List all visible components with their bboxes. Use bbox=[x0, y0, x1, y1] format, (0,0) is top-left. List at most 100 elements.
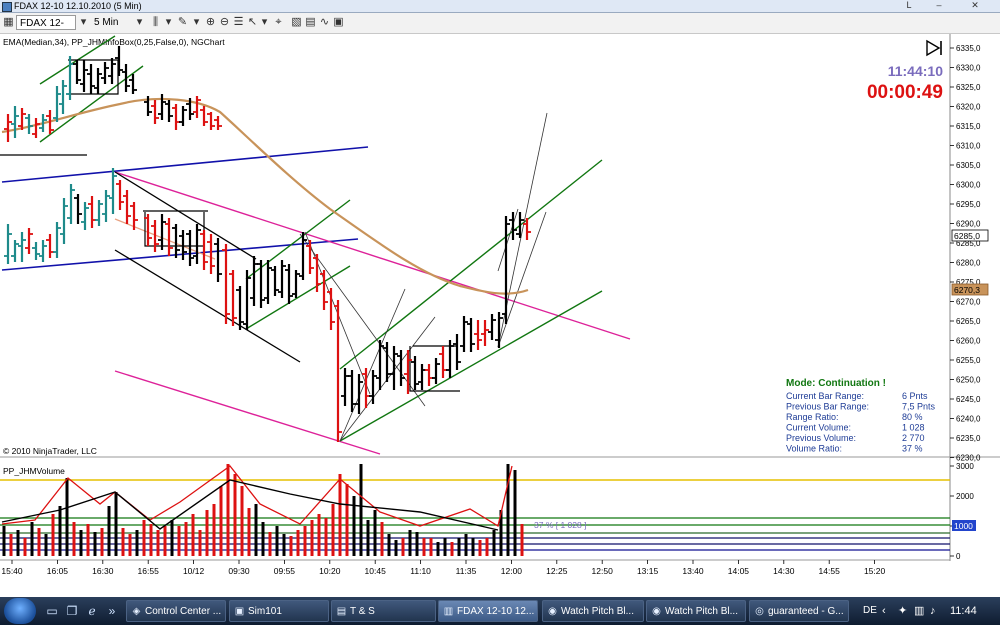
price-bar bbox=[39, 114, 47, 132]
range-box[interactable] bbox=[144, 212, 205, 247]
blue-channel-upper[interactable] bbox=[1, 146, 369, 183]
fan-line[interactable] bbox=[497, 211, 547, 348]
blue-channel-lower[interactable] bbox=[1, 238, 359, 271]
chevron-right-icon[interactable]: » bbox=[108, 604, 116, 618]
fan-line[interactable] bbox=[339, 288, 406, 442]
instrument-selector[interactable]: FDAX 12-10 bbox=[16, 15, 76, 44]
crosshair-icon[interactable]: ⌖ bbox=[275, 16, 282, 28]
fan-line[interactable] bbox=[497, 208, 519, 272]
watch-pitch-task[interactable]: ◉ Watch Pitch Bl... bbox=[646, 600, 746, 622]
interval-selector[interactable]: 5 Min bbox=[94, 17, 119, 28]
green-channel-b-upper[interactable] bbox=[245, 199, 351, 280]
info-box: Mode: Continuation ! Current Bar Range: 6… bbox=[786, 378, 936, 454]
network-icon[interactable]: ▥ bbox=[914, 605, 925, 617]
task-label: Control Center ... bbox=[145, 606, 222, 617]
price-tick: 6230,0 bbox=[956, 454, 981, 463]
chevron-down-icon[interactable]: ▾ bbox=[136, 16, 143, 28]
window-switch-icon[interactable]: ❐ bbox=[66, 604, 78, 618]
chevron-down-icon[interactable]: ▾ bbox=[261, 16, 268, 28]
green-channel-c-lower[interactable] bbox=[339, 290, 603, 442]
price-tick: 6330,0 bbox=[956, 64, 981, 73]
chevron-down-icon[interactable]: ▾ bbox=[193, 16, 200, 28]
cursor-icon[interactable]: ↖ bbox=[247, 16, 258, 28]
language-indicator[interactable]: DE bbox=[863, 605, 877, 616]
minimize-button[interactable]: – bbox=[936, 0, 942, 10]
price-bar bbox=[306, 240, 314, 274]
price-bar bbox=[11, 106, 19, 138]
price-tick: 6300,0 bbox=[956, 181, 981, 190]
tray-icon[interactable]: ✦ bbox=[898, 605, 908, 617]
price-bar bbox=[200, 230, 208, 270]
time-axis: 15:40 16:05 16:30 16:55 10/12 09:30 09:55 10:20… bbox=[1, 560, 886, 576]
indicator-label: EMA(Median,34), PP_JHMInfoBox(0,25,False… bbox=[3, 37, 225, 47]
draw-pen-icon[interactable]: ✎ bbox=[177, 16, 188, 28]
data-box-icon[interactable]: ▤ bbox=[305, 16, 316, 28]
chevron-down-icon[interactable]: ▾ bbox=[80, 16, 87, 28]
svg-text:1000: 1000 bbox=[954, 521, 973, 531]
volume-bar bbox=[100, 528, 104, 556]
task-label: FDAX 12-10 12... bbox=[457, 606, 535, 617]
time-tick: 16:05 bbox=[47, 566, 69, 576]
volume-bar bbox=[471, 538, 475, 556]
time-tick: 14:30 bbox=[773, 566, 795, 576]
price-bar bbox=[53, 86, 61, 122]
range-box[interactable] bbox=[68, 59, 119, 95]
salmon-line[interactable] bbox=[114, 218, 216, 260]
indicator-icon[interactable]: ∿ bbox=[319, 16, 330, 28]
volume-bar bbox=[198, 530, 202, 556]
fdax-chart-task[interactable]: ▥ FDAX 12-10 12... bbox=[438, 600, 538, 622]
browser-icon[interactable]: ℯ bbox=[88, 604, 96, 618]
price-bar bbox=[446, 340, 454, 378]
control-center-task[interactable]: ◈ Control Center ... bbox=[126, 600, 226, 622]
volume-bar bbox=[422, 538, 426, 556]
volume-bar bbox=[72, 522, 76, 556]
black-trendline-lower[interactable] bbox=[114, 249, 301, 363]
browser-task[interactable]: ◎ guaranteed - G... bbox=[749, 600, 849, 622]
volume-bar bbox=[149, 524, 153, 556]
price-tick: 6310,0 bbox=[956, 142, 981, 151]
price-tick: 6280,0 bbox=[956, 259, 981, 268]
volume-bar bbox=[401, 538, 405, 556]
volume-bar bbox=[30, 522, 34, 556]
volume-icon[interactable]: ♪ bbox=[930, 605, 936, 617]
volume-bar bbox=[163, 526, 167, 556]
green-channel-c-upper[interactable] bbox=[339, 159, 603, 370]
play-icon[interactable] bbox=[926, 39, 942, 57]
task-label: T & S bbox=[350, 606, 375, 617]
watch-pitch-task[interactable]: ◉ Watch Pitch Bl... bbox=[542, 600, 644, 622]
close-button[interactable]: ✕ bbox=[971, 0, 979, 10]
price-bar bbox=[158, 214, 166, 250]
volume-bar bbox=[282, 534, 286, 556]
time-and-sales-task[interactable]: ▤ T & S bbox=[331, 600, 436, 622]
price-bar bbox=[179, 106, 187, 126]
bar-style-icon[interactable]: ⫼ bbox=[152, 16, 159, 28]
zoom-out-icon[interactable]: ⊖ bbox=[219, 16, 230, 28]
chart-canvas[interactable]: EMA(Median,34), PP_JHMInfoBox(0,25,False… bbox=[0, 34, 1000, 597]
zoom-in-icon[interactable]: ⊕ bbox=[205, 16, 216, 28]
chevron-down-icon[interactable]: ▾ bbox=[165, 16, 172, 28]
price-bar bbox=[523, 218, 531, 240]
time-tick: 15:20 bbox=[864, 566, 886, 576]
start-button[interactable] bbox=[4, 598, 36, 624]
price-bar bbox=[129, 74, 137, 94]
price-bar bbox=[144, 214, 152, 246]
magenta-parallel[interactable] bbox=[114, 370, 381, 455]
task-label: Watch Pitch Bl... bbox=[665, 606, 738, 617]
black-trendline-upper[interactable] bbox=[114, 171, 257, 260]
price-tick: 6305,0 bbox=[956, 161, 981, 170]
taskbar-clock[interactable]: 11:44 bbox=[950, 605, 977, 617]
properties-icon[interactable]: ☰ bbox=[233, 16, 244, 28]
green-channel-b-lower[interactable] bbox=[245, 265, 351, 330]
chart-area[interactable]: EMA(Median,34), PP_JHMInfoBox(0,25,False… bbox=[0, 34, 1000, 597]
show-desktop-icon[interactable]: ▭ bbox=[46, 604, 58, 618]
window-l-button[interactable]: L bbox=[906, 0, 912, 10]
drawing-objects[interactable] bbox=[0, 35, 631, 455]
magenta-trendline[interactable] bbox=[114, 171, 631, 340]
tray-chevron-icon[interactable]: ‹ bbox=[882, 605, 886, 617]
price-axis bbox=[950, 34, 1000, 564]
print-icon[interactable]: ▣ bbox=[333, 16, 344, 28]
volume-bar bbox=[65, 478, 69, 556]
price-bar bbox=[193, 96, 201, 118]
sim101-task[interactable]: ▣ Sim101 bbox=[229, 600, 329, 622]
strategy-icon[interactable]: ▧ bbox=[291, 16, 302, 28]
